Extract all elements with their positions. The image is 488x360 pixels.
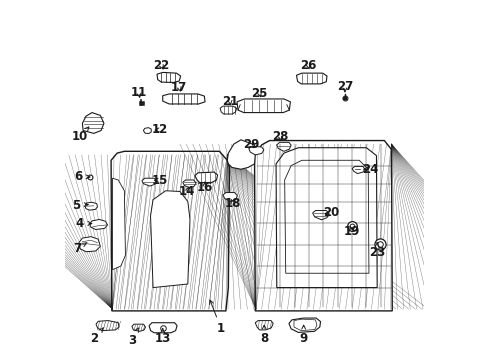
Polygon shape <box>85 202 97 210</box>
Polygon shape <box>111 151 229 311</box>
Polygon shape <box>293 319 316 330</box>
Polygon shape <box>96 320 119 330</box>
Text: 27: 27 <box>336 80 352 93</box>
Text: 19: 19 <box>343 225 360 238</box>
Polygon shape <box>183 180 196 188</box>
Polygon shape <box>142 178 156 186</box>
Text: 18: 18 <box>224 197 241 210</box>
Text: 17: 17 <box>171 81 187 94</box>
Text: 6: 6 <box>75 170 90 183</box>
Polygon shape <box>296 73 326 84</box>
Polygon shape <box>79 237 100 252</box>
Text: 5: 5 <box>72 199 88 212</box>
Text: 16: 16 <box>197 181 213 194</box>
Polygon shape <box>220 106 236 114</box>
Text: 20: 20 <box>323 207 339 220</box>
Polygon shape <box>248 146 264 155</box>
Text: 4: 4 <box>75 216 92 230</box>
Polygon shape <box>149 323 177 333</box>
Text: 21: 21 <box>222 95 238 108</box>
Polygon shape <box>351 166 364 174</box>
Text: 22: 22 <box>153 59 169 72</box>
Polygon shape <box>254 140 391 311</box>
Text: 24: 24 <box>362 163 378 176</box>
Text: 29: 29 <box>242 138 259 151</box>
Text: 13: 13 <box>154 329 170 345</box>
Text: 28: 28 <box>272 130 288 143</box>
Text: 23: 23 <box>368 243 385 259</box>
Polygon shape <box>150 191 190 288</box>
Text: 9: 9 <box>299 325 307 345</box>
Text: 10: 10 <box>71 127 89 144</box>
Polygon shape <box>284 160 368 273</box>
Text: 3: 3 <box>128 328 138 347</box>
Text: 26: 26 <box>300 59 316 72</box>
Polygon shape <box>89 220 107 229</box>
Text: 15: 15 <box>152 174 168 186</box>
Text: 11: 11 <box>130 86 146 99</box>
Polygon shape <box>312 211 328 220</box>
Polygon shape <box>276 148 376 288</box>
Polygon shape <box>223 193 237 202</box>
Polygon shape <box>288 318 320 332</box>
Text: 12: 12 <box>152 123 168 136</box>
Polygon shape <box>227 140 255 169</box>
Polygon shape <box>132 324 145 331</box>
Text: 1: 1 <box>209 300 225 335</box>
Text: 7: 7 <box>74 242 87 255</box>
Polygon shape <box>112 178 125 270</box>
Polygon shape <box>237 99 290 113</box>
Text: 25: 25 <box>251 87 267 100</box>
Text: 8: 8 <box>260 325 268 345</box>
Polygon shape <box>255 320 273 330</box>
Polygon shape <box>82 113 104 134</box>
Text: 14: 14 <box>179 185 195 198</box>
Polygon shape <box>276 142 290 151</box>
Polygon shape <box>143 128 151 134</box>
Polygon shape <box>163 94 204 104</box>
Text: 2: 2 <box>90 328 103 345</box>
Polygon shape <box>195 172 217 183</box>
Polygon shape <box>157 72 180 82</box>
